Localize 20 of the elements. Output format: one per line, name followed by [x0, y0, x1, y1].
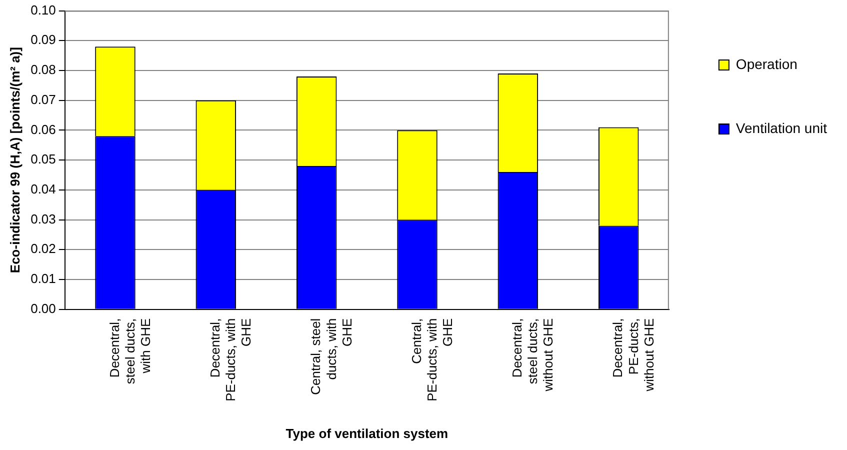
y-tick-label: 0.05: [30, 152, 56, 167]
x-tick-label: Decentral, PE-ducts, with GHE: [207, 318, 254, 402]
y-tick-label: 0.06: [30, 122, 56, 137]
y-tick-label: 0.07: [30, 92, 56, 107]
y-tick-label: 0.04: [30, 181, 56, 196]
x-tick-label: Central, steel ducts, with GHE: [308, 318, 354, 395]
y-tick-label: 0.02: [30, 241, 56, 256]
y-tick-label: 0.09: [30, 32, 56, 48]
y-axis-title: Eco-indicator 99 (H,A) [points/(m² a)]: [7, 47, 22, 274]
y-tick-label: 0.03: [30, 211, 56, 226]
y-tick-label: 0.00: [30, 300, 56, 316]
y-tick-label: 0.01: [30, 271, 56, 286]
legend-label: Ventilation unit: [736, 120, 828, 136]
y-tick-label: 0.08: [30, 62, 56, 78]
x-tick-label: Decentral, steel ducts, without GHE: [510, 318, 556, 392]
x-tick-label: Central, PE-ducts, with GHE: [408, 318, 456, 402]
y-tick-label: 0.10: [30, 2, 56, 18]
legend-label: Operation: [736, 56, 798, 72]
x-axis-title: Type of ventilation system: [286, 426, 448, 441]
x-tick-label: Decentral, steel ducts, with GHE: [106, 318, 154, 384]
